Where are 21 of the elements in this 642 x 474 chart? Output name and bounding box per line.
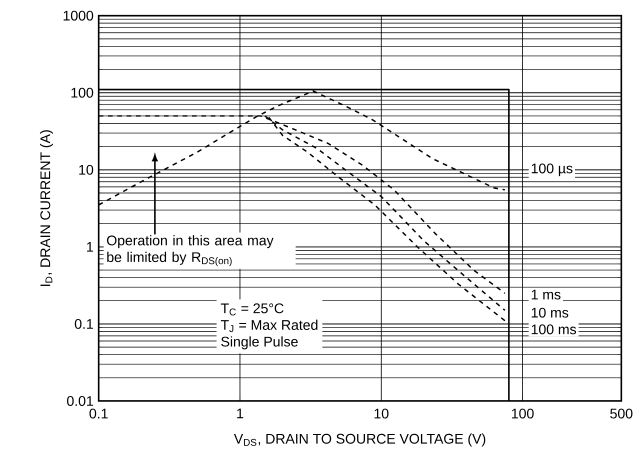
y-tick-label: 100 [71, 88, 94, 98]
y-tick-label: 1000 [64, 10, 94, 21]
x-tick-label: 10 [374, 408, 389, 419]
y-tick-label: 0.01 [67, 396, 94, 406]
y-tick-label: 10 [79, 164, 94, 175]
x-tick-label: 0.1 [89, 408, 108, 419]
annotation: Operation in this area may be limited by R$_{DS(on)}$ [106, 235, 274, 266]
annotation: 100 ms [532, 324, 576, 334]
x-tick-label: 1 [237, 408, 244, 418]
annotation: T$_{C}$ = 25°C [220, 303, 284, 316]
y-tick-label: 1 [87, 242, 94, 252]
x-tick-label: 500 [610, 408, 632, 419]
y-tick-label: 0.1 [74, 318, 94, 329]
x-tick-label: 100 [512, 408, 534, 419]
y-axis-title: I$_{D}$, DRAIN CURRENT (A) [40, 130, 54, 286]
annotation: 100 µs [532, 163, 572, 176]
annotation: Single Pulse [221, 336, 298, 350]
annotation: T$_{J}$ = Max Rated [220, 320, 318, 332]
annotation: 10 ms [532, 308, 568, 318]
annotation: 1 ms [532, 290, 560, 300]
x-axis-title: V$_{DS}$, DRAIN TO SOURCE VOLTAGE (V) [234, 433, 486, 446]
